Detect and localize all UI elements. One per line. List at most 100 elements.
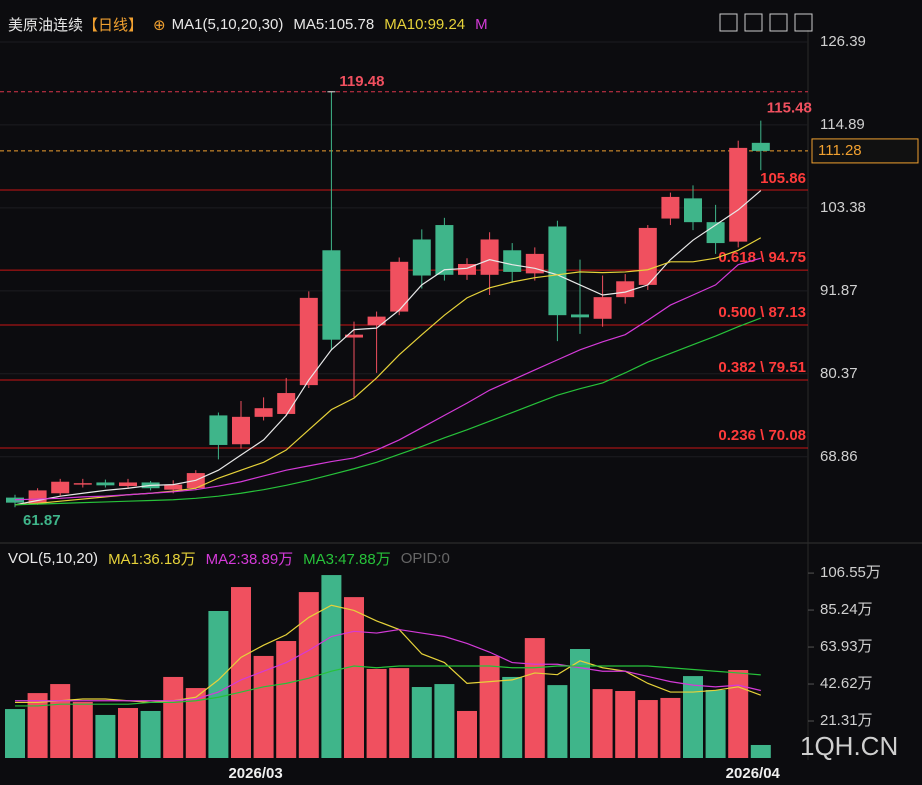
volume-bar [5,709,25,758]
candle-body [345,334,363,338]
volume-bar [231,587,251,758]
volume-bar [728,670,749,758]
candle-body [277,393,296,414]
ma-line [15,628,761,702]
volume-bar [683,676,703,758]
candle-body [525,253,544,274]
volume-bar [50,684,71,758]
legend-entry: MA2:38.89万 [205,551,294,568]
volume-bar [72,701,93,758]
volume-bar [434,684,455,758]
y-tick-label: 63.93万 [820,638,873,655]
candle-body [412,239,431,276]
candle-body [96,482,115,486]
watermark: 1QH.CN [800,731,898,761]
high-label: 119.48 [339,73,384,90]
legend-entry: MA3:47.88万 [303,551,391,568]
add-icon[interactable]: ⊕ [153,16,166,34]
title: 美原油连续 [8,17,84,34]
ma-line [15,604,762,704]
price-header: 美原油连续 【日线】 ⊕ MA1(5,10,20,30) MA5:105.78 M… [8,14,488,35]
volume-bar [637,700,658,758]
volume-bar [185,688,206,758]
x-tick-label: 2026/03 [228,765,282,782]
indicator[interactable]: MA1(5,10,20,30) [171,16,284,33]
volume-bar [389,668,410,758]
ma-line [14,317,762,506]
icon[interactable] [769,13,788,32]
y-tick-label: 85.24万 [820,601,873,618]
volume-bar [411,687,432,758]
y-tick-label: 42.62万 [820,675,873,692]
candle-body [729,147,748,242]
legend-entry: MA5:105.78 [293,16,375,33]
volume-bar [27,693,48,758]
y-tick-label: 21.31万 [820,712,873,729]
y-tick-label: 106.55万 [820,564,881,581]
candle-body [299,297,318,386]
candle-body [638,227,657,285]
candle-body [254,408,273,417]
candle-body [73,483,92,485]
candle-body [119,482,137,487]
candle-body [661,196,680,219]
period[interactable]: 【日线】 [83,17,144,34]
volume-bar [95,714,116,758]
candle-body [232,416,250,445]
volume-bar [524,638,545,758]
candle-body [480,239,499,275]
last-price-box [811,138,919,164]
candle-body [390,261,409,312]
candle-body [164,484,183,490]
volume-bar [298,592,319,758]
high-label: 115.48 [767,100,812,117]
candle-body [571,314,589,318]
candle-body [367,316,386,326]
indicator[interactable]: VOL(5,10,20) [8,550,99,567]
y-tick-label: 91.87 [820,282,858,299]
candle-body [6,497,24,503]
level-label: 0.382 \ 79.51 [718,359,806,376]
volume-bar [660,697,681,758]
low-label: 61.87 [23,512,61,529]
level-label: 0.618 \ 94.75 [718,249,806,266]
candle-body [51,481,70,494]
ma-line [14,190,762,506]
icon[interactable] [794,13,813,32]
candle-body [435,225,454,275]
icon[interactable] [744,13,763,32]
volume-bar [208,610,229,758]
volume-header: VOL(5,10,20) MA1:36.18万 MA2:38.89万 MA3:47.… [8,548,450,569]
candle-body [548,226,567,316]
volume-bar [366,668,387,758]
candle-body [209,415,228,445]
extra: OPID:0 [400,550,450,567]
volume-bar [592,689,613,758]
candle-body [322,250,341,340]
volume-bar [276,641,297,758]
legend-entry: MA1:36.18万 [108,551,196,568]
volume-bar [457,710,477,758]
x-tick-label: 2026/04 [726,765,781,782]
icon[interactable] [719,13,738,32]
volume-bar [253,655,274,758]
y-tick-label: 114.89 [820,116,865,133]
volume-bar [750,744,771,758]
toolbar-icons[interactable] [719,13,813,32]
level-label: 0.236 \ 70.08 [718,427,806,444]
level-label: 0.500 \ 87.13 [718,304,806,321]
volume-bar [570,649,590,758]
ma-line [14,257,761,501]
volume-bar [502,676,523,758]
ma-line [15,665,761,707]
volume-bar [705,689,726,758]
volume-bar [615,691,636,758]
volume-bar [344,597,364,758]
candle-body [684,198,702,223]
y-tick-label: 68.86 [820,448,858,465]
volume-bar [140,710,161,758]
candle-body [593,297,612,319]
candle-body [503,250,522,272]
